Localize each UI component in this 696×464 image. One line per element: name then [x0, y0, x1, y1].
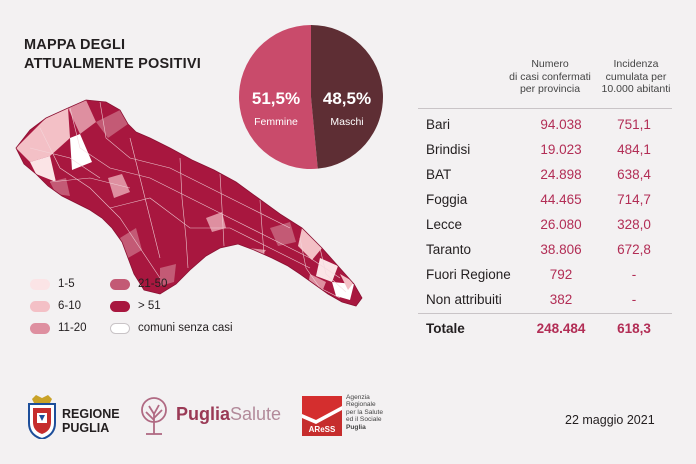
- row-cases: 38.806: [540, 242, 582, 257]
- pie-male-pct: 48,5%: [323, 89, 371, 108]
- puglia-salute-bold: Puglia: [176, 404, 231, 424]
- table-header-cases: Numero di casi confermati per provincia: [500, 58, 600, 96]
- table-row: Non attribuiti 382 -: [418, 289, 672, 311]
- legend-swatch: [110, 278, 130, 290]
- pie-female-label: Femmine: [254, 116, 298, 128]
- aress-agency-text: Agenzia Regionale per la Salute ed il So…: [346, 394, 406, 431]
- row-province: Foggia: [426, 192, 468, 207]
- legend-label: 11-20: [58, 322, 87, 334]
- row-cases: 792: [549, 267, 573, 282]
- row-province: Brindisi: [426, 142, 471, 157]
- table-row: Brindisi 19.023 484,1: [418, 139, 672, 161]
- legend-item-no-cases: comuni senza casi: [110, 322, 233, 334]
- row-incidence: -: [631, 267, 637, 282]
- puglia-map: [15, 99, 363, 307]
- tree-icon: [141, 397, 167, 435]
- puglia-salute-logo-text: PugliaSalute: [176, 404, 281, 425]
- header-text: per provincia: [519, 83, 581, 95]
- row-cases: 94.038: [540, 117, 582, 132]
- row-province: Fuori Regione: [426, 267, 511, 282]
- regione-puglia-logo-text: REGIONE PUGLIA: [62, 407, 120, 435]
- header-text: cumulata per: [605, 70, 667, 83]
- legend-item-21-50: 21-50: [110, 278, 167, 290]
- table-divider: [418, 108, 672, 109]
- legend-item-6-10: 6-10: [30, 300, 81, 312]
- aress-line: Regionale: [346, 401, 376, 409]
- row-incidence: 672,8: [617, 242, 651, 257]
- pie-male-label: Maschi: [330, 116, 363, 128]
- legend-label: > 51: [138, 300, 161, 312]
- header-text: Incidenza: [613, 58, 659, 70]
- legend-label: 6-10: [58, 300, 82, 312]
- row-province: BAT: [426, 167, 452, 182]
- title-line-1: MAPPA DEGLI: [24, 37, 126, 53]
- legend-swatch: [30, 278, 50, 290]
- report-date: 22 maggio 2021: [565, 413, 655, 427]
- page-title: MAPPA DEGLI ATTUALMENTE POSITIVI: [24, 36, 201, 74]
- regione-puglia-crest-icon: [28, 395, 56, 439]
- legend-item-11-20: 11-20: [30, 322, 87, 334]
- aress-logo-text: AReSS: [309, 425, 336, 434]
- title-line-2: ATTUALMENTE POSITIVI: [24, 56, 201, 72]
- table-row: Lecce 26.080 328,0: [418, 214, 672, 236]
- regione-line-2: PUGLIA: [62, 421, 110, 435]
- legend-swatch: [110, 300, 130, 312]
- legend-swatch: [110, 322, 130, 334]
- row-incidence: -: [631, 292, 637, 307]
- legend-swatch: [30, 300, 50, 312]
- row-incidence: 638,4: [617, 167, 651, 182]
- table-row: Bari 94.038 751,1: [418, 114, 672, 136]
- aress-line: ed il Sociale: [346, 416, 382, 424]
- legend-label: 21-50: [138, 278, 168, 290]
- pie-female-pct: 51,5%: [252, 89, 300, 108]
- legend-label: comuni senza casi: [138, 322, 233, 334]
- aress-line: Puglia: [346, 423, 366, 431]
- legend-item-over-51: > 51: [110, 300, 161, 312]
- header-text: 10.000 abitanti: [601, 83, 671, 95]
- table-row: Foggia 44.465 714,7: [418, 189, 672, 211]
- aress-line: per la Salute: [346, 408, 384, 416]
- row-cases: 19.023: [540, 142, 582, 157]
- table-divider: [418, 313, 672, 314]
- row-cases: 44.465: [540, 192, 582, 207]
- table-header-incidence: Incidenza cumulata per 10.000 abitanti: [594, 58, 678, 96]
- header-text: di casi confermati: [509, 70, 591, 83]
- legend-label: 1-5: [58, 278, 75, 290]
- row-province: Non attribuiti: [426, 292, 502, 307]
- table-row: BAT 24.898 638,4: [418, 164, 672, 186]
- row-province: Lecce: [426, 217, 463, 232]
- regione-line-1: REGIONE: [62, 407, 120, 421]
- legend-item-1-5: 1-5: [30, 278, 75, 290]
- table-total-row: Totale 248.484 618,3: [418, 318, 672, 340]
- gender-pie-chart: 51,5% Femmine 48,5% Maschi: [239, 25, 384, 169]
- total-cases: 248.484: [536, 321, 586, 336]
- table-row: Fuori Regione 792 -: [418, 264, 672, 286]
- row-incidence: 714,7: [617, 192, 651, 207]
- pie-slice-female: [239, 25, 318, 169]
- row-province: Taranto: [426, 242, 472, 257]
- row-incidence: 751,1: [617, 117, 651, 132]
- row-cases: 24.898: [540, 167, 582, 182]
- row-cases: 26.080: [540, 217, 582, 232]
- header-text: Numero: [531, 58, 569, 70]
- row-province: Bari: [426, 117, 451, 132]
- table-row: Taranto 38.806 672,8: [418, 239, 672, 261]
- total-label: Totale: [426, 321, 465, 336]
- row-incidence: 328,0: [617, 217, 651, 232]
- row-cases: 382: [549, 292, 573, 307]
- total-incidence: 618,3: [617, 321, 651, 336]
- legend-swatch: [30, 322, 50, 334]
- puglia-salute-light: Salute: [230, 404, 282, 424]
- aress-logo-icon: AReSS: [302, 396, 342, 436]
- pie-slice-male: [311, 25, 384, 169]
- aress-line: Agenzia: [346, 394, 370, 401]
- row-incidence: 484,1: [617, 142, 651, 157]
